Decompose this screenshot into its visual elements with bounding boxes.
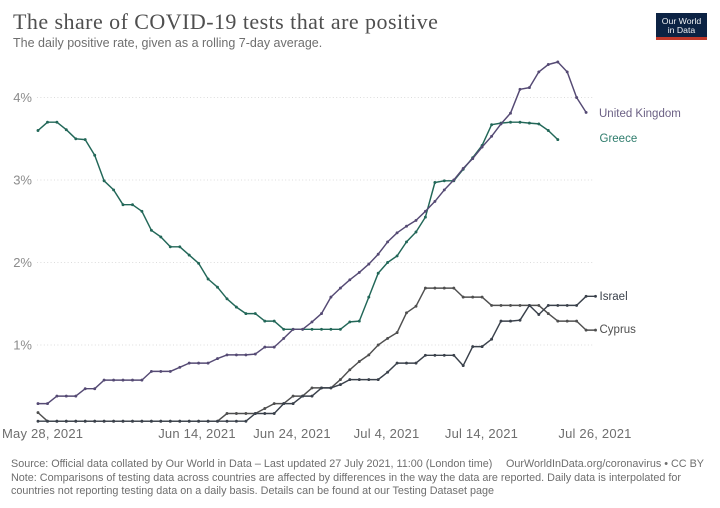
svg-text:1%: 1% — [13, 338, 32, 353]
svg-text:United Kingdom: United Kingdom — [599, 108, 681, 120]
svg-text:4%: 4% — [13, 90, 32, 105]
svg-text:Jun 24, 2021: Jun 24, 2021 — [253, 426, 331, 441]
svg-text:May 28, 2021: May 28, 2021 — [2, 426, 83, 441]
svg-text:2%: 2% — [13, 255, 32, 270]
svg-text:Jul 14, 2021: Jul 14, 2021 — [445, 426, 518, 441]
svg-text:Jun 14, 2021: Jun 14, 2021 — [158, 426, 236, 441]
svg-text:Greece: Greece — [600, 133, 638, 145]
svg-text:Jul 4, 2021: Jul 4, 2021 — [354, 426, 420, 441]
svg-text:Israel: Israel — [600, 291, 628, 303]
svg-text:3%: 3% — [13, 173, 32, 188]
svg-text:Cyprus: Cyprus — [600, 324, 637, 336]
svg-text:Jul 26, 2021: Jul 26, 2021 — [558, 426, 631, 441]
